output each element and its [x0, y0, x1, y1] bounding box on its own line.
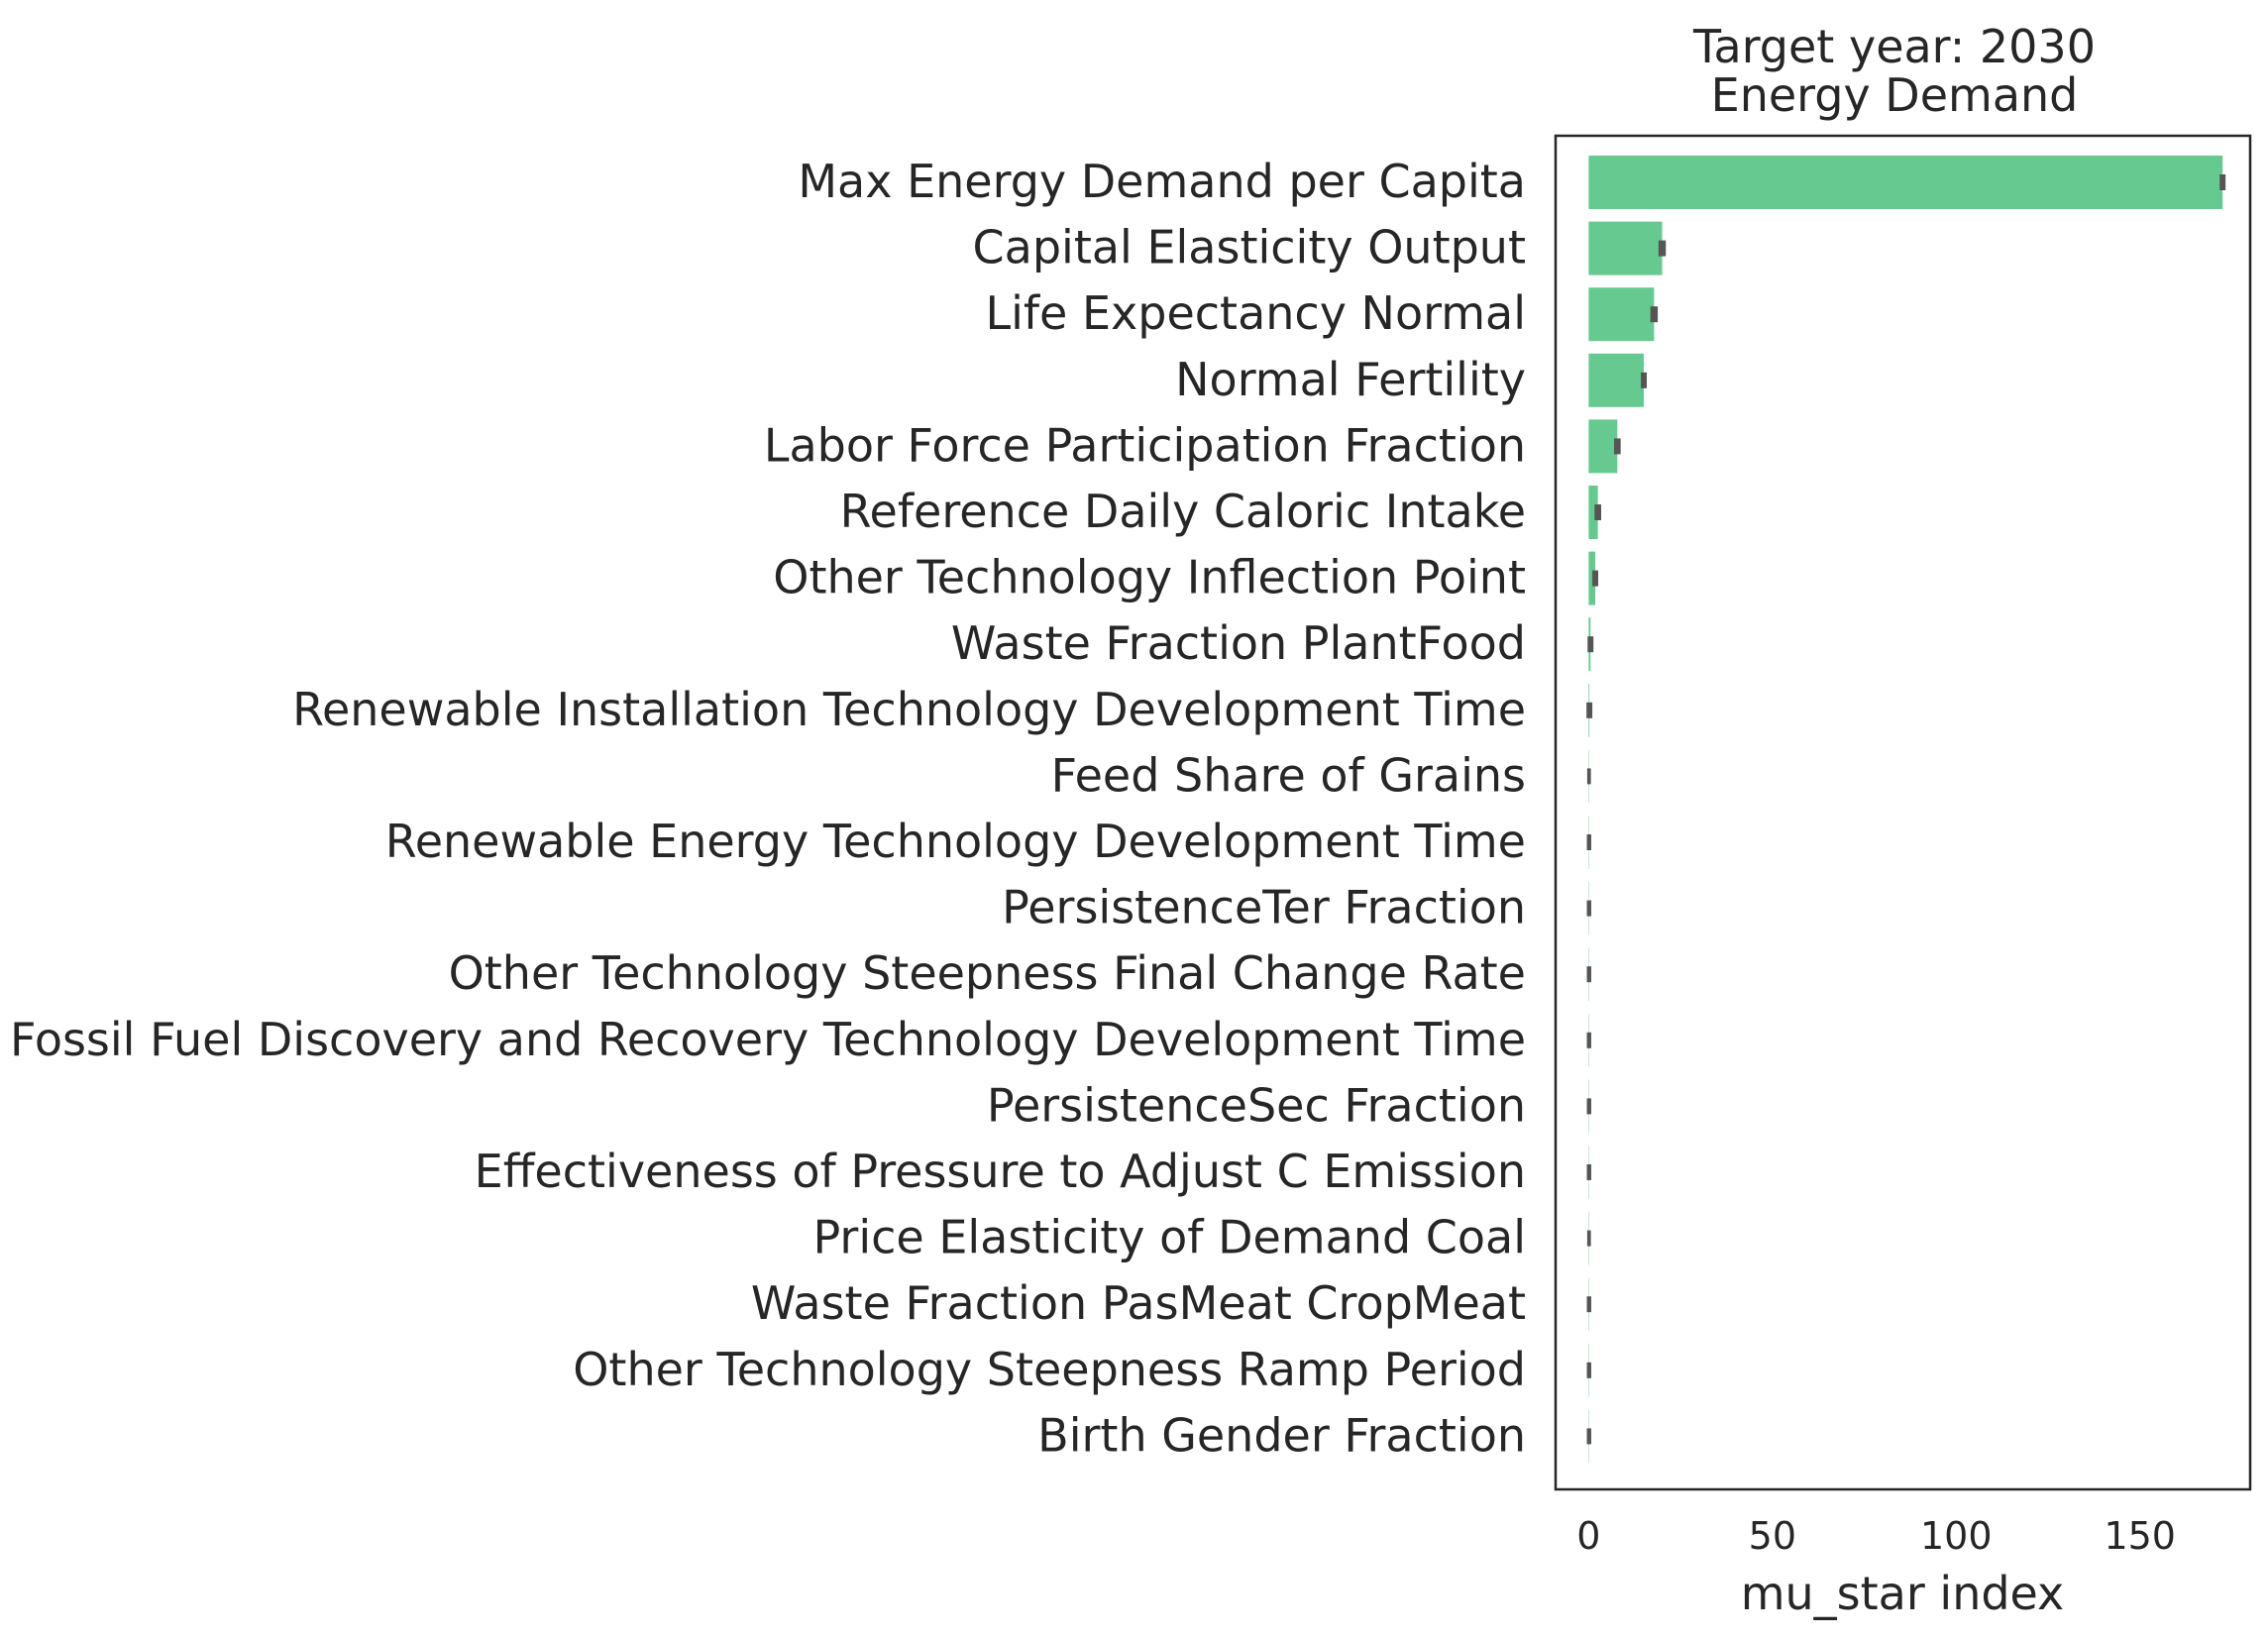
x-tick-label: 50	[1749, 1514, 1796, 1558]
category-label: Waste Fraction PlantFood	[951, 616, 1526, 670]
category-label: Renewable Energy Technology Development …	[385, 815, 1526, 868]
x-axis-label: mu_star index	[1741, 1567, 2065, 1620]
category-label: Labor Force Participation Fraction	[764, 418, 1526, 472]
category-label: Effectiveness of Pressure to Adjust C Em…	[475, 1145, 1526, 1198]
category-label: Other Technology Steepness Final Change …	[449, 946, 1526, 1000]
category-label: Max Energy Demand per Capita	[798, 155, 1526, 208]
category-label: Life Expectancy Normal	[985, 286, 1526, 340]
category-label: Reference Daily Caloric Intake	[840, 485, 1526, 538]
x-tick-label: 0	[1576, 1514, 1600, 1558]
category-label: Other Technology Inflection Point	[773, 551, 1526, 604]
chart-subtitle: Energy Demand	[1711, 68, 2079, 122]
bar	[1588, 486, 1598, 539]
x-tick-label: 100	[1920, 1514, 1993, 1558]
bars-group	[1588, 156, 2223, 1464]
category-label: Fossil Fuel Discovery and Recovery Techn…	[10, 1013, 1526, 1066]
category-label: Feed Share of Grains	[1051, 748, 1526, 802]
bar	[1588, 551, 1596, 605]
chart-title: Target year: 2030	[1692, 20, 2096, 73]
category-label: Birth Gender Fraction	[1037, 1408, 1526, 1462]
x-tick-labels: 0 50 100 150	[1576, 1514, 2176, 1558]
error-bars-group	[1586, 174, 2226, 1445]
bar	[1588, 353, 1645, 407]
bar	[1588, 221, 1663, 275]
category-labels: Max Energy Demand per Capita Capital Elas…	[10, 155, 1526, 1462]
bar	[1588, 419, 1618, 474]
category-label: Capital Elasticity Output	[973, 221, 1526, 274]
category-label: Price Elasticity of Demand Coal	[813, 1211, 1527, 1264]
category-label: Renewable Installation Technology Develo…	[292, 683, 1526, 736]
category-label: Normal Fertility	[1175, 353, 1526, 406]
plot-frame	[1554, 134, 2252, 1491]
category-label: Waste Fraction PasMeat CropMeat	[751, 1276, 1526, 1330]
x-tick-label: 150	[2104, 1514, 2176, 1558]
bar	[1588, 287, 1655, 342]
category-label: Other Technology Steepness Ramp Period	[573, 1343, 1526, 1396]
category-label: PersistenceSec Fraction	[987, 1078, 1526, 1132]
bar	[1588, 156, 2223, 209]
category-label: PersistenceTer Fraction	[1002, 881, 1526, 934]
